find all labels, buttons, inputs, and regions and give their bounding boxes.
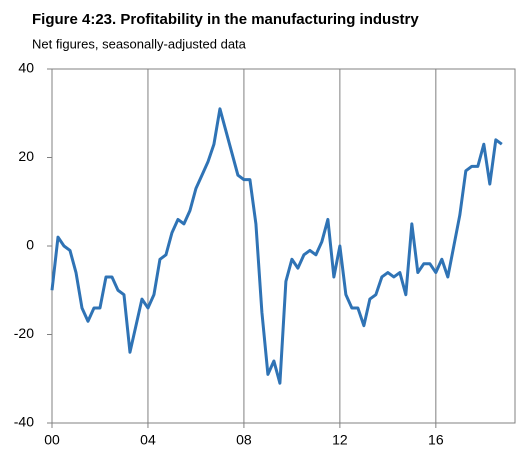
series-line	[50, 107, 503, 385]
x-tick-label: 08	[236, 432, 252, 448]
x-tick-label: 12	[332, 432, 348, 448]
chart-title: Figure 4:23. Profitability in the manufa…	[32, 11, 419, 28]
y-tick-label: -40	[14, 414, 34, 430]
y-tick-label: 0	[26, 237, 34, 253]
y-tick-label: -20	[14, 325, 34, 341]
y-tick-label: 20	[18, 148, 34, 164]
chart-subtitle: Net figures, seasonally-adjusted data	[32, 36, 247, 51]
y-tick-label: 40	[18, 60, 34, 76]
plot-frame	[51, 68, 516, 424]
x-tick-label: 00	[44, 432, 60, 448]
x-tick-label: 04	[140, 432, 156, 448]
x-tick-label: 16	[428, 432, 444, 448]
